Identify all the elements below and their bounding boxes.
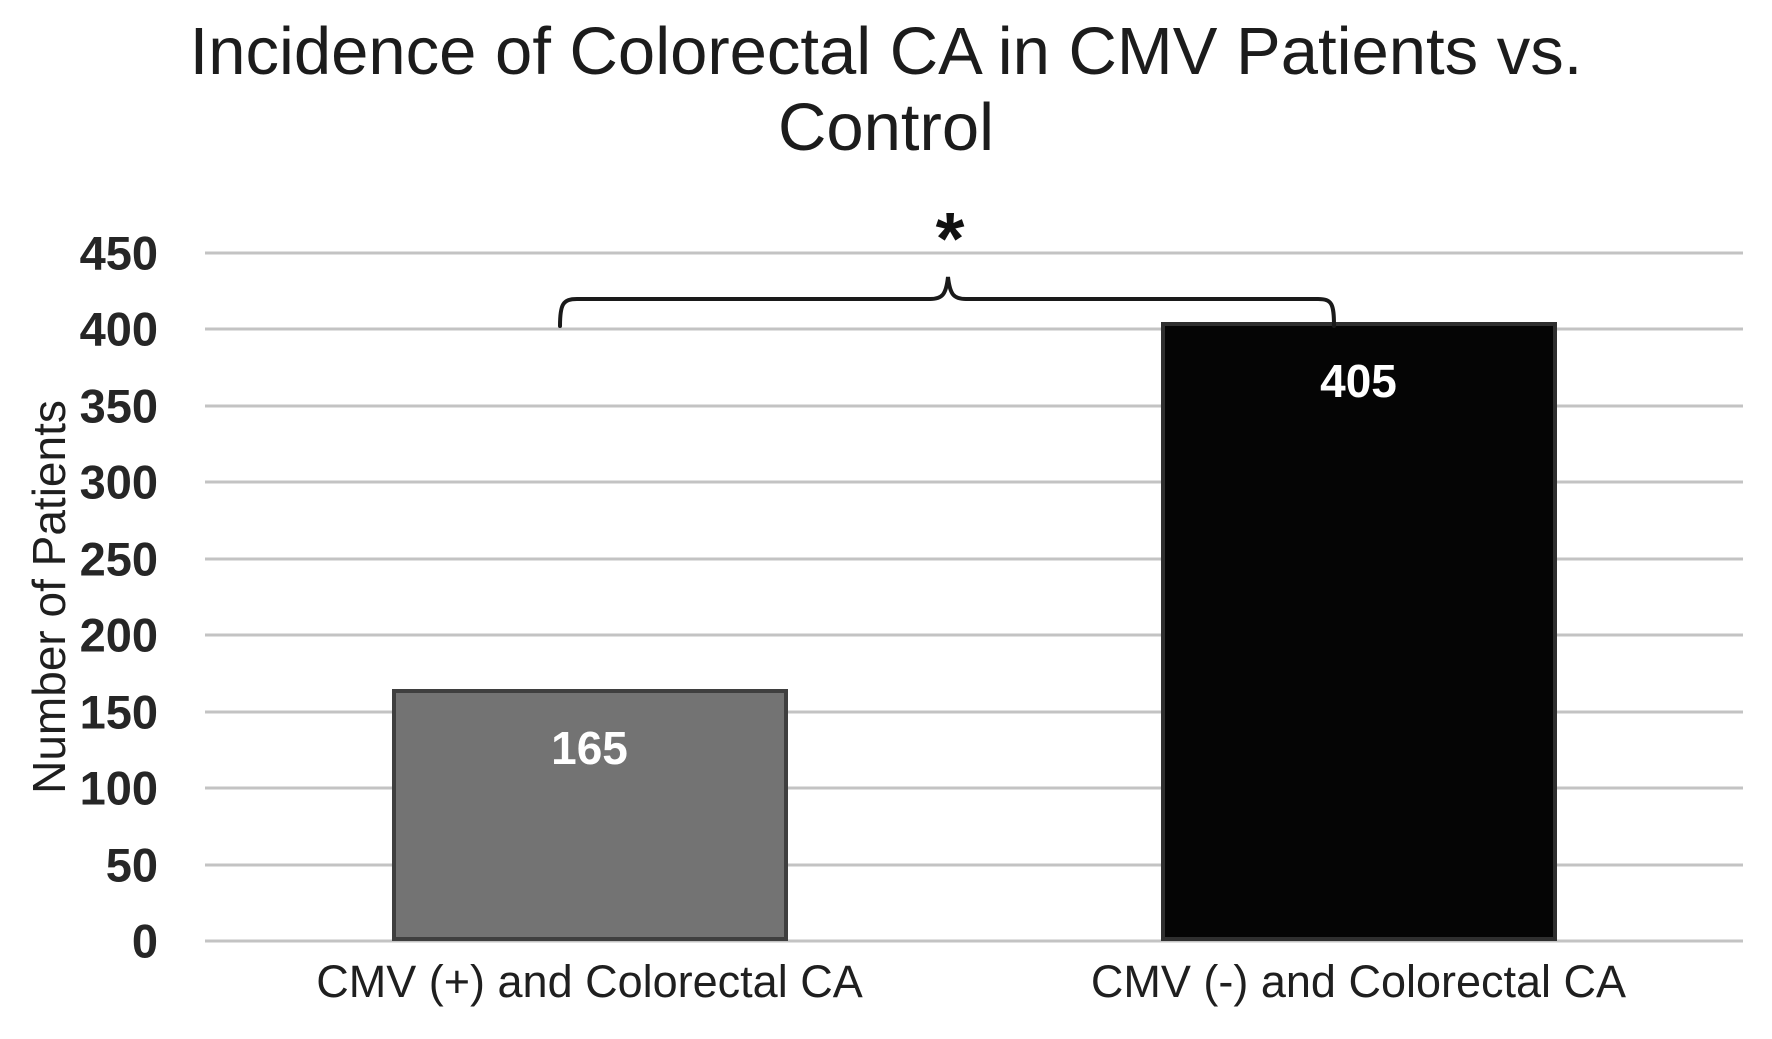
gridline	[205, 786, 1743, 790]
y-tick-label: 200	[79, 608, 158, 662]
y-axis-tick-labels: 0 50 100 150 200 250 300 350 400 450	[0, 0, 160, 1039]
y-tick-label: 50	[105, 838, 158, 892]
gridline	[205, 863, 1743, 867]
gridline	[205, 404, 1743, 408]
y-tick-label: 400	[79, 302, 158, 356]
bar-cmv-positive: 165	[391, 688, 788, 941]
y-tick-label: 100	[79, 761, 158, 815]
y-tick-label: 300	[79, 455, 158, 509]
bar-value-label-cmv-positive: 165	[551, 721, 628, 774]
y-tick-label: 250	[79, 532, 158, 586]
chart-title: Incidence of Colorectal CA in CMV Patien…	[0, 14, 1772, 166]
gridline	[205, 633, 1743, 637]
bar-value-label-cmv-negative: 405	[1320, 354, 1397, 407]
gridline	[205, 480, 1743, 484]
gridline	[205, 710, 1743, 714]
y-tick-label: 450	[79, 226, 158, 280]
gridline	[205, 557, 1743, 561]
gridline	[205, 327, 1743, 331]
x-category-label-cmv-negative: CMV (-) and Colorectal CA	[1090, 956, 1627, 1007]
plot-area: 165 405	[205, 251, 1743, 943]
gridline	[205, 939, 1743, 943]
gridline	[205, 251, 1743, 255]
significance-asterisk: *	[935, 197, 965, 280]
chart-title-line2: Control	[778, 90, 994, 165]
y-tick-label: 350	[79, 379, 158, 433]
y-tick-label: 0	[131, 914, 158, 968]
bar-cmv-negative: 405	[1160, 321, 1557, 941]
chart-title-line1: Incidence of Colorectal CA in CMV Patien…	[189, 14, 1583, 89]
y-tick-label: 150	[79, 685, 158, 739]
x-category-label-cmv-positive: CMV (+) and Colorectal CA	[316, 956, 863, 1007]
